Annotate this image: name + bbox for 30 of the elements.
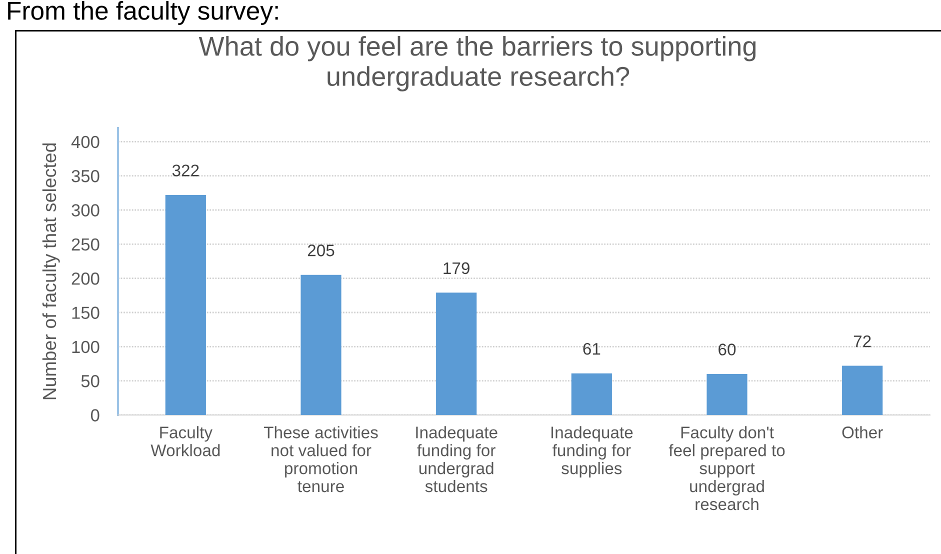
data-label: 322: [172, 164, 199, 176]
y-tick-label: 300: [72, 204, 100, 216]
x-tick-label: Inadequate funding for undergrad students: [416, 426, 498, 492]
y-tick-label: 250: [72, 238, 100, 251]
y-axis-title: Number of faculty that selected: [42, 143, 60, 400]
y-tick-label: 50: [81, 375, 100, 388]
y-tick-label: 200: [72, 272, 100, 285]
bar: [300, 274, 342, 415]
data-label: 60: [718, 344, 736, 356]
y-tick-label: 400: [71, 136, 100, 148]
x-tick-label: Other: [842, 426, 883, 438]
x-tick-label: Inadequate funding for supplies: [552, 426, 633, 478]
bar: [842, 366, 883, 415]
y-tick-label: 150: [72, 306, 100, 319]
data-label: 179: [444, 262, 470, 274]
text: From the faculty survey:: [8, 1, 278, 25]
bar: [706, 374, 748, 415]
x-tick-label: Faculty Workload: [150, 426, 220, 456]
bar: [571, 373, 612, 415]
y-tick-label: 350: [72, 170, 100, 182]
x-tick-label: These activities not valued for promotion tenure: [264, 426, 378, 492]
y-tick-label: 100: [72, 340, 100, 354]
bar: [165, 194, 206, 415]
x-tick-label: Faculty don't feel prepared to support undergrad research: [668, 426, 785, 510]
chart-title: What do you feel are the barriers to supporting undergraduate research?: [198, 36, 756, 92]
bar: [436, 292, 477, 415]
data-label: 205: [308, 244, 334, 256]
data-label: 61: [583, 342, 600, 355]
y-tick-label: 0: [90, 409, 100, 422]
data-label: 72: [854, 335, 871, 348]
